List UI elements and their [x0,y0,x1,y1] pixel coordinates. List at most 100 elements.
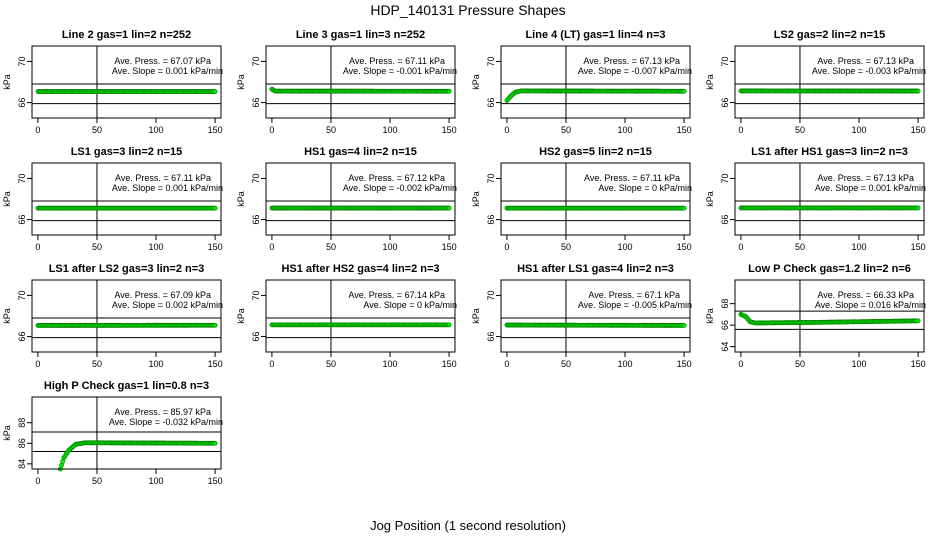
annotation-ave-press: Ave. Press. = 67.07 kPa [114,56,211,66]
y-axis-label: kPa [471,74,481,90]
x-tick-label: 50 [92,242,102,252]
y-tick-label: 70 [17,173,27,183]
x-tick-label: 0 [269,242,274,252]
y-tick-label: 70 [251,56,261,66]
x-tick-label: 100 [383,125,398,135]
chart-panel-2: Line 3 gas=1 lin=3 n=252 kPa Ave. Press. =… [236,29,457,135]
y-tick-label: 68 [720,299,730,309]
plot-frame [265,45,456,119]
annotation-ave-press: Ave. Press. = 67.13 kPa [817,173,914,183]
y-axis-label: kPa [2,425,12,441]
data-point [915,88,921,94]
annotation-ave-slope: Ave. Slope = -0.003 kPa/min [812,66,926,76]
annotation-ave-press: Ave. Press. = 66.33 kPa [817,290,914,300]
x-axis-label: Jog Position (1 second resolution) [370,518,566,533]
x-tick-label: 0 [269,125,274,135]
chart-panel-8: LS1 after HS1 gas=3 lin=2 n=3 kPa Ave. Pre… [705,146,926,252]
chart-title: LS1 after LS2 gas=3 lin=2 n=3 [49,263,205,275]
y-axis-label: kPa [705,308,715,324]
x-tick-label: 0 [738,125,743,135]
annotation-ave-slope: Ave. Slope = -0.007 kPa/min [578,66,692,76]
y-tick-label: 86 [17,438,27,448]
main-title: HDP_140131 Pressure Shapes [370,2,566,18]
x-tick-label: 0 [738,242,743,252]
x-tick-label: 50 [561,359,571,369]
chart-panel-3: Line 4 (LT) gas=1 lin=4 n=3 kPa Ave. Press… [471,29,692,135]
x-tick-label: 0 [35,476,40,486]
chart-panel-6: HS1 gas=4 lin=2 n=15 kPa Ave. Press. = 67.… [236,146,457,252]
x-tick-label: 100 [149,359,164,369]
x-tick-label: 150 [677,359,692,369]
x-tick-label: 150 [442,359,457,369]
data-point [681,205,687,211]
y-tick-label: 70 [251,290,261,300]
x-tick-label: 50 [795,359,805,369]
x-tick-label: 0 [35,359,40,369]
annotation-ave-press: Ave. Press. = 67.12 kPa [348,173,445,183]
data-point [446,205,452,211]
y-axis-label: kPa [705,74,715,90]
plot-frame [265,162,456,236]
y-axis-label: kPa [471,308,481,324]
annotation-ave-slope: Ave. Slope = 0 kPa/min [363,300,457,310]
chart-title: LS1 gas=3 lin=2 n=15 [71,146,183,158]
y-tick-label: 66 [251,215,261,225]
chart-title: HS1 gas=4 lin=2 n=15 [304,146,417,158]
plot-frame [500,45,691,119]
y-tick-label: 66 [251,332,261,342]
annotation-ave-slope: Ave. Slope = 0.001 kPa/min [112,183,223,193]
x-tick-label: 150 [677,125,692,135]
data-point [212,205,218,211]
chart-title: LS1 after HS1 gas=3 lin=2 n=3 [751,146,908,158]
annotation-ave-slope: Ave. Slope = -0.005 kPa/min [578,300,692,310]
annotation-ave-slope: Ave. Slope = -0.032 kPa/min [109,417,223,427]
y-axis-label: kPa [236,74,246,90]
x-tick-label: 50 [92,125,102,135]
chart-panel-4: LS2 gas=2 lin=2 n=15 kPa Ave. Press. = 67.… [705,29,926,135]
x-tick-label: 50 [795,125,805,135]
x-tick-label: 150 [208,242,223,252]
chart-title: HS1 after LS1 gas=4 lin=2 n=3 [517,263,674,275]
x-tick-label: 100 [852,125,867,135]
x-tick-label: 50 [561,125,571,135]
chart-title: Line 2 gas=1 lin=2 n=252 [62,29,191,41]
chart-title: HS2 gas=5 lin=2 n=15 [539,146,652,158]
data-point [212,322,218,328]
y-tick-label: 70 [486,173,496,183]
chart-title: LS2 gas=2 lin=2 n=15 [774,29,886,41]
chart-panel-5: LS1 gas=3 lin=2 n=15 kPa Ave. Press. = 67.… [2,146,223,252]
y-axis-label: kPa [471,191,481,207]
data-point [681,323,687,328]
x-tick-label: 50 [326,242,336,252]
x-tick-label: 100 [852,359,867,369]
y-tick-label: 66 [17,332,27,342]
plot-frame [500,162,691,236]
chart-panel-11: HS1 after LS1 gas=4 lin=2 n=3 kPa Ave. Pre… [471,263,692,369]
y-axis-label: kPa [705,191,715,207]
annotation-ave-slope: Ave. Slope = -0.001 kPa/min [343,66,457,76]
data-point [212,89,218,94]
x-tick-label: 100 [618,359,633,369]
y-tick-label: 66 [720,215,730,225]
plot-frame [31,396,222,470]
chart-panel-12: Low P Check gas=1.2 lin=2 n=6 kPa Ave. Pre… [705,263,926,369]
y-tick-label: 64 [720,342,730,352]
x-tick-label: 150 [911,242,926,252]
x-tick-label: 0 [269,359,274,369]
y-axis-label: kPa [236,191,246,207]
y-axis-label: kPa [236,308,246,324]
x-tick-label: 100 [149,242,164,252]
x-tick-label: 150 [442,242,457,252]
y-tick-label: 84 [17,459,27,469]
annotation-ave-slope: Ave. Slope = 0 kPa/min [598,183,692,193]
y-tick-label: 66 [486,332,496,342]
data-point [446,322,452,328]
y-tick-label: 70 [486,290,496,300]
x-tick-label: 150 [208,125,223,135]
x-tick-label: 100 [852,242,867,252]
x-tick-label: 100 [149,125,164,135]
plot-frame [734,279,925,353]
plot-frame [734,162,925,236]
y-axis-label: kPa [2,308,12,324]
chart-title: Line 3 gas=1 lin=3 n=252 [296,29,425,41]
